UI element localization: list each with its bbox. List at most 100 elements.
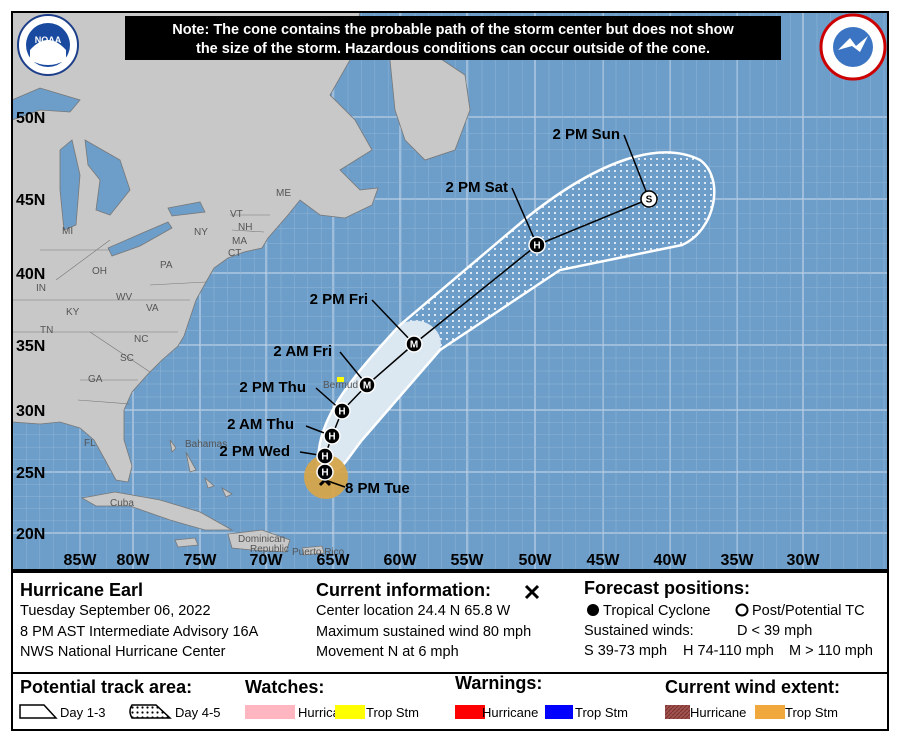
leader-line [324, 479, 346, 488]
point-symbol: M [410, 340, 418, 351]
point-symbol: H [533, 241, 540, 252]
nws-logo [819, 13, 887, 81]
point-label: 2 AM Thu [227, 416, 294, 433]
forecast-tc: Tropical Cyclone [603, 603, 710, 619]
forecast-point [323, 427, 341, 445]
hurricane-warning-swatch [455, 705, 485, 719]
legend-title: Current wind extent: [665, 677, 840, 697]
longitude-label: 60W [384, 552, 418, 569]
legend-label: Hurricane [690, 705, 746, 720]
latitude-label: 35N [16, 338, 45, 355]
state-label: NH [238, 222, 252, 233]
legend-label: Day 1-3 [60, 705, 106, 720]
latitude-label: 45N [16, 192, 45, 209]
forecast-point [405, 335, 423, 353]
trop-storm-wind-swatch [755, 705, 785, 719]
cuba [80, 491, 234, 531]
hispaniola [227, 529, 291, 553]
point-symbol: S [646, 195, 653, 206]
longitude-label: 55W [451, 552, 485, 569]
day45-icon [129, 704, 172, 719]
state-label: PA [160, 260, 173, 271]
leader-line [511, 187, 538, 246]
tc-icon [587, 604, 599, 616]
logo-disc [833, 27, 873, 67]
logo-text: NOAA [35, 35, 62, 45]
state-label: CT [228, 248, 241, 259]
trop-storm-warning-swatch [545, 705, 573, 719]
logo-bolt [838, 36, 868, 52]
puerto-rico [301, 545, 325, 556]
legend-label: Trop Stm [366, 705, 419, 720]
lake-erie [107, 221, 173, 257]
state-label: WV [116, 292, 132, 303]
jamaica [174, 537, 199, 548]
point-label: 2 PM Sat [445, 179, 508, 196]
latitude-label: 30N [16, 403, 45, 420]
longitude-label: 75W [184, 552, 218, 569]
bahamas [169, 439, 233, 498]
latitude-label: 40N [16, 266, 45, 283]
forecast-point [333, 402, 351, 420]
note-line: Note: The cone contains the probable pat… [172, 22, 734, 38]
state-label: IN [36, 283, 46, 294]
point-label: 2 PM Sun [552, 126, 620, 143]
lake-ontario [167, 201, 206, 217]
borders [13, 214, 270, 405]
bermuda-trop-storm-watch [337, 377, 344, 382]
state-label: VT [230, 209, 243, 220]
current-wind: Maximum sustained wind 80 mph [316, 624, 531, 640]
latitude-label: 50N [16, 110, 45, 127]
center-x-icon [524, 584, 540, 600]
state-label: MA [232, 236, 247, 247]
state-label: OH [92, 266, 107, 277]
storm-date: Tuesday September 06, 2022 [20, 603, 211, 619]
advisory: 8 PM AST Intermediate Advisory 16A [20, 624, 259, 640]
state-label: MI [62, 226, 73, 237]
legend-label: Trop Stm [575, 705, 628, 720]
current-title: Current information: [316, 580, 491, 600]
point-label: 2 PM Fri [310, 291, 368, 308]
trop-storm-watch-swatch [335, 705, 365, 719]
map-frame [11, 11, 889, 571]
longitude-label: 50W [519, 552, 553, 569]
place-label: Puerto Rico [292, 547, 345, 558]
point-label: 8 PM Tue [345, 480, 410, 497]
note-box [125, 16, 781, 60]
forecast-post-tc: Post/Potential TC [752, 603, 865, 619]
state-label: FL [84, 438, 96, 449]
state-label: ME [276, 188, 291, 199]
point-symbol: H [321, 452, 328, 463]
cone-day-4-5 [400, 152, 715, 350]
state-label: NY [194, 227, 208, 238]
forecast-track: 8 PM Tue H 2 PM Wed H 2 AM Thu H 2 PM Thu H 2 AM… [219, 126, 658, 497]
wind-class: H 74-110 mph [683, 643, 774, 659]
post-tc-icon [735, 603, 749, 617]
state-label: NC [134, 334, 148, 345]
state-label: KY [66, 307, 80, 318]
state-borders [13, 214, 270, 405]
point-symbol: H [338, 407, 345, 418]
latitude-label: 25N [16, 465, 45, 482]
longitude-label: 30W [787, 552, 821, 569]
longitude-label: 45W [587, 552, 621, 569]
day13-icon [19, 704, 58, 719]
longitude-label: 65W [317, 552, 351, 569]
place-label: Dominican [238, 534, 285, 545]
legend-label: Trop Stm [785, 705, 838, 720]
info-panel [11, 571, 889, 731]
forecast-point [528, 236, 546, 254]
longitude-label: 40W [654, 552, 688, 569]
hurricane-watch-swatch [245, 705, 295, 719]
current-location: Center location 24.4 N 65.8 W [316, 603, 511, 619]
lake-superior [13, 87, 81, 121]
longitude-label: 70W [250, 552, 284, 569]
axis-labels: 85W 80W 75W 70W 65W 60W 55W 50W 45W 40W 35W 30W 50N 4… [16, 110, 820, 569]
current-movement: Movement N at 6 mph [316, 644, 459, 660]
wind-class: D < 39 mph [737, 623, 812, 639]
longitude-label: 85W [64, 552, 98, 569]
leader-line [623, 134, 650, 200]
point-symbol: M [363, 381, 371, 392]
